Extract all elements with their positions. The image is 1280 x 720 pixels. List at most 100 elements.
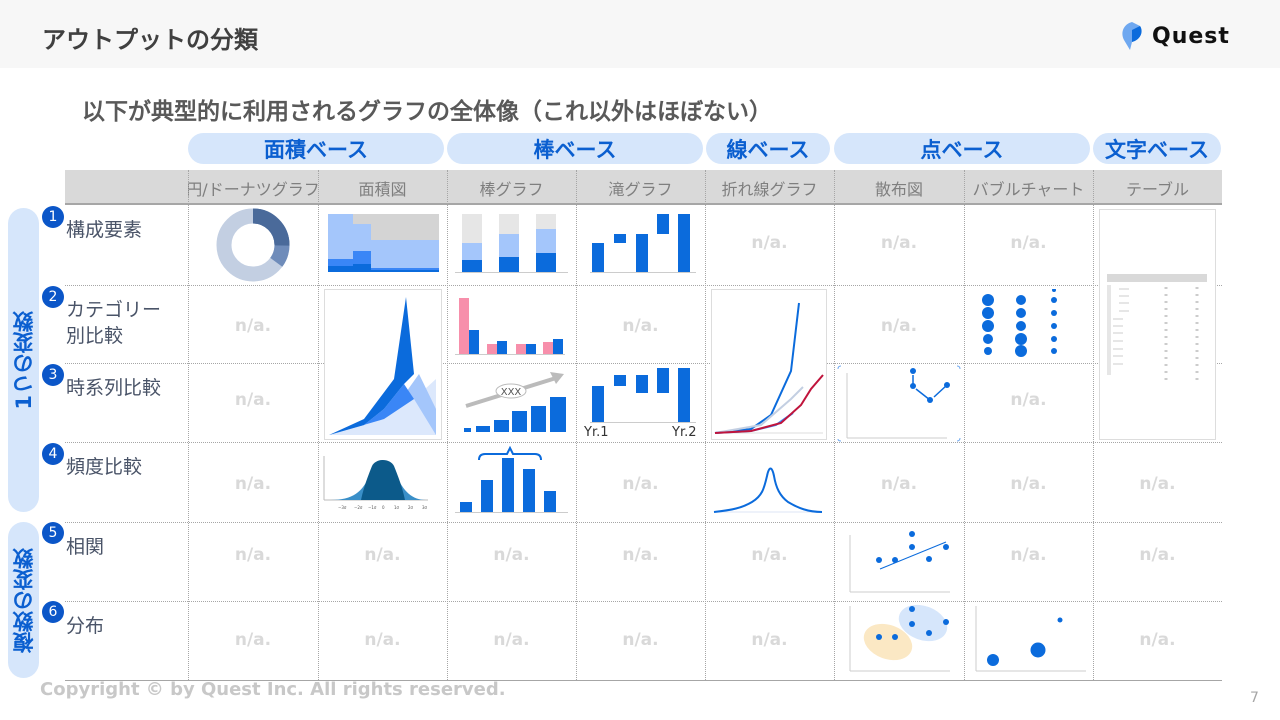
na-cell: n/a. — [880, 316, 918, 336]
svg-text:0: 0 — [382, 505, 385, 510]
row-number-badge: 6 — [42, 601, 64, 623]
row-divider — [65, 522, 1222, 523]
group-label: 1つの変数 — [11, 310, 36, 410]
row-label: 時系列比較 — [66, 377, 162, 399]
row-divider — [65, 363, 1222, 364]
row-divider — [65, 285, 1222, 286]
group-single-variable: 1つの変数 — [8, 208, 39, 512]
normal-distribution-illustration: −3σ −2σ −1σ 0 1σ 2σ 3σ — [323, 456, 428, 510]
na-cell: n/a. — [622, 630, 659, 650]
column-divider — [834, 170, 835, 680]
table-bottom-border — [65, 680, 1222, 681]
bubble-distribution-illustration — [975, 606, 1086, 672]
na-cell: n/a. — [751, 630, 788, 650]
grouped-bar-illustration — [455, 298, 565, 355]
na-cell: n/a. — [1010, 390, 1047, 410]
na-cell: n/a. — [880, 474, 918, 494]
column-header: 円/ドーナツグラフ — [188, 179, 318, 199]
waterfall-start-label: Yr.1 — [584, 425, 609, 440]
na-cell: n/a. — [622, 474, 659, 494]
na-cell: n/a. — [1139, 630, 1176, 650]
row-label: 相関 — [66, 536, 105, 558]
column-header: テーブル — [1125, 179, 1190, 199]
scatter-correlation-illustration — [849, 531, 950, 593]
column-header: バブルチャート — [972, 179, 1085, 199]
column-divider — [1093, 170, 1094, 680]
area-chart-trend-illustration — [324, 289, 442, 440]
column-divider — [964, 170, 965, 680]
column-divider — [188, 170, 189, 680]
na-cell: n/a. — [493, 630, 530, 650]
na-cell: n/a. — [364, 630, 401, 650]
column-header: 面積図 — [358, 179, 407, 199]
svg-text:2σ: 2σ — [408, 505, 414, 510]
row-label: 構成要素 — [66, 219, 143, 241]
waterfall-trend-illustration — [590, 368, 696, 423]
na-cell: n/a. — [234, 474, 272, 494]
column-header: 滝グラフ — [608, 179, 673, 199]
category-bar: 棒ベース — [447, 133, 703, 164]
group-multi-variable: 複数の変数 — [8, 522, 39, 678]
category-text: 文字ベース — [1093, 133, 1221, 164]
quest-logo-icon — [1122, 22, 1142, 50]
na-cell: n/a. — [1010, 233, 1047, 253]
svg-text:−1σ: −1σ — [368, 505, 377, 510]
waterfall-composition-illustration — [590, 214, 696, 273]
column-divider — [447, 170, 448, 680]
row-number-badge: 3 — [42, 364, 64, 386]
na-cell: n/a. — [1010, 474, 1047, 494]
group-label: 複数の変数 — [11, 547, 36, 653]
category-line: 線ベース — [706, 133, 830, 164]
na-cell: n/a. — [493, 545, 530, 565]
table-header — [65, 170, 1222, 205]
svg-text:−2σ: −2σ — [354, 505, 363, 510]
bubble-category-illustration — [982, 289, 1057, 357]
row-label: カテゴリー別比較 — [66, 299, 162, 347]
column-header: 棒グラフ — [479, 179, 544, 199]
column-header: 散布図 — [874, 179, 923, 199]
page-number: 7 — [1250, 690, 1259, 706]
row-label: 頻度比較 — [66, 456, 143, 478]
row-divider — [65, 442, 1222, 443]
na-cell: n/a. — [234, 545, 272, 565]
page-title: アウトプットの分類 — [42, 26, 258, 54]
table-illustration — [1099, 209, 1216, 440]
scatter-cluster-illustration — [849, 604, 950, 672]
na-cell: n/a. — [622, 545, 659, 565]
na-cell: n/a. — [1010, 545, 1047, 565]
na-cell: n/a. — [751, 233, 788, 253]
column-divider — [705, 170, 706, 680]
density-line-illustration — [713, 467, 823, 513]
logo: Quest — [1120, 20, 1230, 52]
na-cell: n/a. — [751, 545, 788, 565]
area-chart-composition-illustration — [328, 214, 439, 272]
column-divider — [318, 170, 319, 680]
category-area: 面積ベース — [188, 133, 444, 164]
row-number-badge: 5 — [42, 522, 64, 544]
na-cell: n/a. — [1139, 545, 1176, 565]
donut-chart-illustration — [216, 208, 290, 282]
bar-trend-illustration: XXX — [464, 372, 566, 432]
subtitle: 以下が典型的に利用されるグラフの全体像（これ以外はほぼない） — [82, 99, 772, 125]
callout-label: XXX — [501, 387, 522, 398]
stacked-bar-illustration — [455, 214, 568, 273]
na-cell: n/a. — [234, 630, 272, 650]
column-header: 折れ線グラフ — [721, 179, 818, 199]
na-cell: n/a. — [364, 545, 401, 565]
row-number-badge: 1 — [42, 206, 64, 228]
row-divider — [65, 601, 1222, 602]
row-label: 分布 — [66, 615, 105, 637]
column-divider — [576, 170, 577, 680]
svg-text:3σ: 3σ — [422, 505, 428, 510]
histogram-illustration — [455, 445, 568, 513]
scatter-trend-illustration — [837, 365, 961, 442]
svg-text:−3σ: −3σ — [338, 505, 347, 510]
na-cell: n/a. — [1139, 474, 1176, 494]
svg-text:1σ: 1σ — [394, 505, 400, 510]
row-number-badge: 2 — [42, 286, 64, 308]
category-point: 点ベース — [834, 133, 1090, 164]
na-cell: n/a. — [234, 390, 272, 410]
waterfall-end-label: Yr.2 — [672, 425, 697, 440]
na-cell: n/a. — [880, 233, 918, 253]
na-cell: n/a. — [234, 316, 272, 336]
